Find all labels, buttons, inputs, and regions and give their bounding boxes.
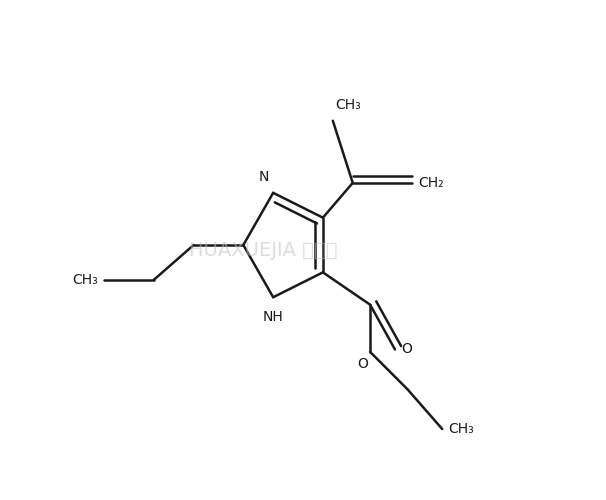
Text: O: O (401, 342, 412, 356)
Text: NH: NH (263, 310, 284, 324)
Text: CH₃: CH₃ (335, 98, 361, 112)
Text: CH₂: CH₂ (418, 176, 444, 190)
Text: N: N (259, 170, 269, 184)
Text: HUAXUEJIA 化学加: HUAXUEJIA 化学加 (189, 240, 338, 260)
Text: O: O (357, 357, 368, 371)
Text: CH₃: CH₃ (72, 273, 98, 287)
Text: CH₃: CH₃ (448, 422, 474, 436)
